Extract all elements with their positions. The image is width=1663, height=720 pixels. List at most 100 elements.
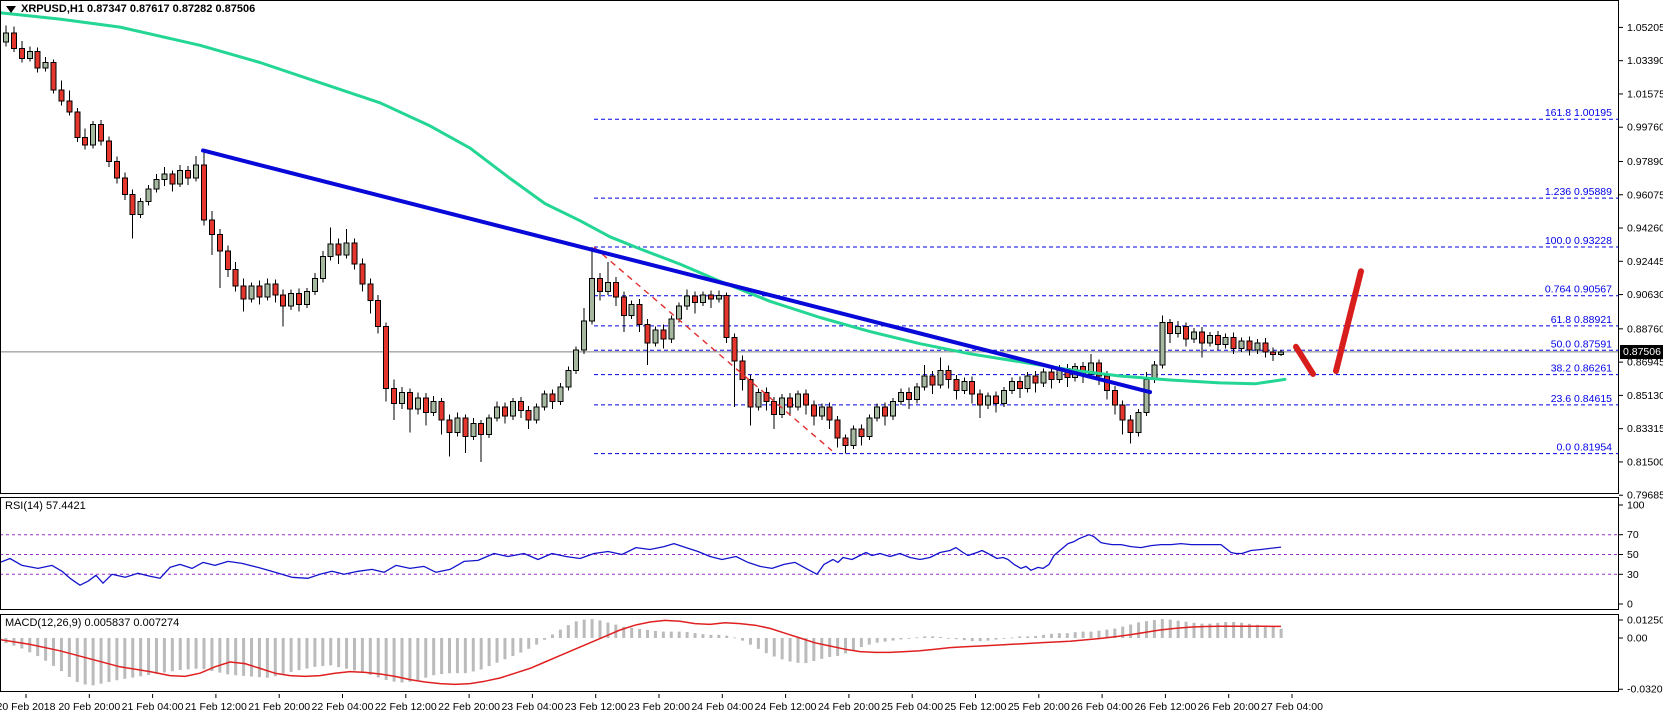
macd-histogram-bar xyxy=(376,638,380,678)
time-axis-label: 22 Feb 04:00 xyxy=(312,701,374,713)
macd-histogram-bar xyxy=(780,638,784,660)
candle-up xyxy=(795,393,801,408)
macd-histogram-bar xyxy=(709,634,713,638)
candle-up xyxy=(509,400,516,417)
macd-histogram-bar xyxy=(535,638,539,645)
time-axis-label: 23 Feb 04:00 xyxy=(501,701,563,713)
candle-down xyxy=(787,397,794,408)
macd-histogram-bar xyxy=(661,631,665,638)
candle-down xyxy=(240,285,247,300)
candle-up xyxy=(557,386,564,402)
macd-histogram-bar xyxy=(345,638,349,669)
candle-up xyxy=(470,422,477,437)
fib-level-label: 0.0 0.81954 xyxy=(1557,442,1613,454)
descending-trendline xyxy=(201,148,1152,395)
candle-down xyxy=(113,160,120,179)
macd-histogram-bar xyxy=(194,638,198,669)
macd-histogram-bar xyxy=(574,621,578,638)
macd-histogram-bar xyxy=(566,625,570,638)
time-axis-label: 26 Feb 04:00 xyxy=(1071,701,1133,713)
macd-histogram-bar xyxy=(242,638,246,676)
candle-down xyxy=(723,294,730,338)
candle-down xyxy=(169,173,176,185)
macd-histogram-bar xyxy=(1049,633,1053,638)
candle-down xyxy=(549,393,556,402)
candle-down xyxy=(1167,322,1174,335)
macd-histogram-bar xyxy=(527,638,531,649)
candle-up xyxy=(1222,336,1229,346)
macd-histogram-bar xyxy=(788,638,792,662)
time-axis-label: 22 Feb 12:00 xyxy=(375,701,437,713)
candle-down xyxy=(185,169,192,179)
candle-down xyxy=(121,177,128,195)
macd-histogram-bar xyxy=(408,638,412,682)
time-axis-label: 23 Feb 20:00 xyxy=(628,701,690,713)
macd-histogram-bar xyxy=(669,631,673,638)
time-axis-label: 23 Feb 12:00 xyxy=(565,701,627,713)
macd-histogram-bar xyxy=(986,638,990,641)
candle-down xyxy=(1262,342,1269,353)
candle-down xyxy=(929,375,936,386)
candle-down xyxy=(351,242,358,265)
candle-up xyxy=(1191,331,1197,340)
forecast-arrows xyxy=(1293,268,1364,377)
candle-up xyxy=(715,294,722,300)
time-axis-label: 21 Feb 12:00 xyxy=(185,701,247,713)
macd-histogram-bar xyxy=(1065,633,1069,638)
price-axis-label: 1.01575 xyxy=(1627,88,1663,100)
candle-down xyxy=(1230,336,1237,349)
macd-histogram-bar xyxy=(1263,625,1267,638)
candle-up xyxy=(652,329,659,344)
time-axis-label: 25 Feb 12:00 xyxy=(945,701,1007,713)
forecast-arrow xyxy=(1293,343,1316,377)
time-axis-label: 27 Feb 04:00 xyxy=(1261,701,1323,713)
chart-title-text: XRPUSD,H1 0.87347 0.87617 0.87282 0.8750… xyxy=(21,3,256,15)
macd-histogram-bar xyxy=(899,638,903,640)
macd-histogram-bar xyxy=(210,638,214,671)
candle-down xyxy=(1095,362,1102,377)
candle-up xyxy=(676,305,683,320)
macd-histogram-bar xyxy=(1224,622,1228,638)
candle-up xyxy=(288,292,295,307)
candle-down xyxy=(692,295,699,303)
macd-histogram-bar xyxy=(622,626,626,638)
rsi-axis-label: 70 xyxy=(1627,529,1639,541)
candle-up xyxy=(937,369,944,386)
macd-histogram-bar xyxy=(147,638,151,676)
macd-histogram-bar xyxy=(725,635,729,638)
candle-up xyxy=(581,320,588,351)
candle-up xyxy=(755,391,762,408)
candle-down xyxy=(842,437,849,446)
macd-histogram-bar xyxy=(297,638,301,671)
macd-histogram-bar xyxy=(75,638,79,682)
macd-histogram-bar xyxy=(677,631,681,638)
candle-down xyxy=(953,378,960,391)
candle-up xyxy=(684,295,691,307)
candle-down xyxy=(406,391,413,410)
candle-up xyxy=(818,406,825,417)
candle-down xyxy=(905,391,912,401)
candle-down xyxy=(256,285,263,298)
macd-histogram-bar xyxy=(1255,624,1259,638)
candle-down xyxy=(98,124,105,142)
macd-histogram-bar xyxy=(186,638,190,670)
macd-histogram-bar xyxy=(954,638,958,640)
candle-down xyxy=(644,323,651,344)
macd-histogram-bar xyxy=(107,638,111,682)
current-price-badge: 0.87506 xyxy=(1620,344,1663,359)
macd-histogram-bar xyxy=(717,634,721,638)
candle-down xyxy=(1048,371,1055,380)
candle-down xyxy=(620,296,627,316)
macd-histogram-bar xyxy=(139,638,143,677)
candle-down xyxy=(1032,375,1039,384)
candle-down xyxy=(731,336,738,362)
time-axis-label: 24 Feb 12:00 xyxy=(755,701,817,713)
candle-down xyxy=(1270,351,1277,356)
macd-histogram-bar xyxy=(946,638,950,639)
candle-up xyxy=(1254,342,1261,351)
candle-down xyxy=(446,419,453,434)
candle-up xyxy=(850,428,857,446)
macd-histogram-bar xyxy=(883,638,887,642)
symbol-marker-icon xyxy=(6,5,16,13)
